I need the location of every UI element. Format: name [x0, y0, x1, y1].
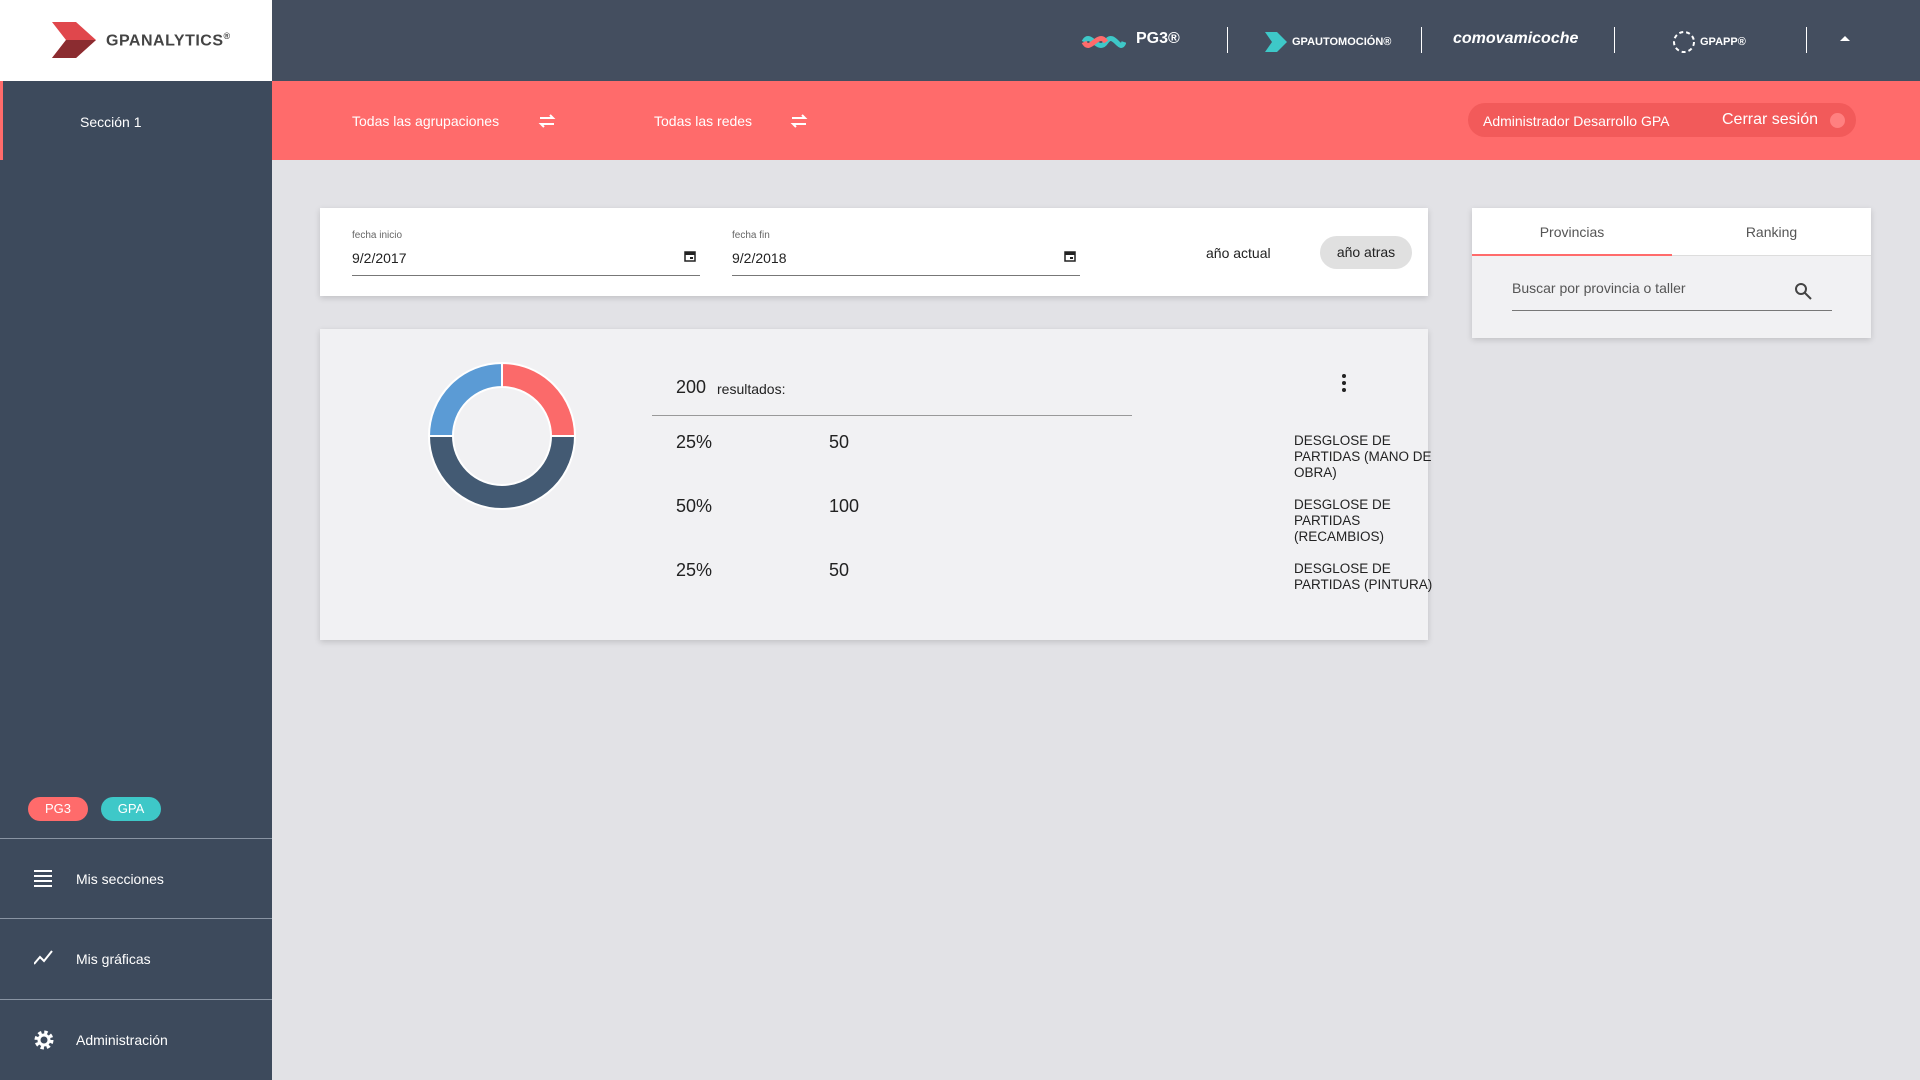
percent: 25% — [676, 560, 713, 580]
tab[interactable]: Ranking — [1745, 224, 1798, 240]
current-year-button[interactable]: año actual — [1206, 245, 1271, 261]
brand-icon — [1673, 31, 1695, 53]
brand[interactable]: GPAUTOMOCIÓN® — [1292, 36, 1392, 48]
total-label: resultados: — [717, 381, 786, 397]
calendar-icon[interactable] — [1064, 250, 1076, 262]
percent: 50% — [676, 496, 713, 516]
donut-chart — [427, 361, 577, 510]
tabs — [1472, 208, 1871, 256]
count: 50 — [829, 560, 850, 580]
swap-icon[interactable] — [789, 111, 809, 131]
top-bar: PG3® GPAUTOMOCIÓN® comovamicoche GPAPP® — [272, 0, 1920, 81]
count: 50 — [829, 432, 850, 452]
menu-label: Administración — [76, 1032, 168, 1048]
date-field[interactable]: fecha fin 9/2/2018 — [732, 222, 1080, 276]
search-field[interactable]: Buscar por provincia o taller — [1512, 276, 1832, 311]
search-icon[interactable] — [1794, 282, 1812, 300]
separator — [1227, 27, 1228, 53]
user-name: Administrador Desarrollo GPA — [1483, 113, 1670, 129]
category: DESGLOSE DE PARTIDAS (RECAMBIOS) — [1294, 497, 1391, 544]
count: 100 — [829, 496, 860, 516]
chart-icon — [34, 950, 53, 965]
brand[interactable]: PG3® — [1136, 30, 1180, 47]
category: DESGLOSE DE PARTIDAS (PINTURA) — [1294, 561, 1433, 592]
field-label: fecha fin — [732, 230, 770, 241]
category: DESGLOSE DE PARTIDAS (MANO DE OBRA) — [1294, 433, 1432, 480]
close-icon[interactable] — [1830, 113, 1845, 128]
logout[interactable]: Cerrar sesión — [1722, 111, 1819, 128]
tab[interactable]: Provincias — [1472, 208, 1672, 256]
menu-item[interactable]: Administración — [0, 999, 272, 1079]
menu-label: Mis secciones — [76, 871, 164, 887]
date-field[interactable]: fecha inicio 9/2/2017 — [352, 222, 700, 276]
donut-segment — [427, 361, 503, 437]
separator — [1614, 27, 1615, 53]
logo-box: GPANALYTICS® — [0, 0, 272, 81]
percent: 25% — [676, 432, 713, 452]
brand[interactable]: comovamicoche — [1453, 30, 1579, 47]
tag[interactable]: PG3 — [28, 797, 88, 821]
brand[interactable]: GPAPP® — [1700, 36, 1746, 48]
menu-label: Mis gráficas — [76, 951, 151, 967]
donut-segment — [427, 435, 577, 510]
more-menu[interactable] — [1340, 373, 1348, 393]
user-pill: Administrador Desarrollo GPA Cerrar sesi… — [1468, 103, 1856, 137]
separator — [1421, 27, 1422, 53]
logo-text: GPANALYTICS® — [106, 31, 231, 50]
date-card: fecha inicio 9/2/2017 fecha fin 9/2/2018… — [320, 208, 1428, 296]
swap-icon[interactable] — [537, 111, 557, 131]
section-link[interactable]: Sección 1 — [80, 114, 142, 130]
divider — [652, 415, 1132, 416]
field-value: 9/2/2018 — [732, 250, 787, 266]
previous-year-button[interactable]: año atras — [1320, 236, 1412, 269]
menu-item[interactable]: Mis gráficas — [0, 918, 272, 998]
separator — [1806, 27, 1807, 53]
brand-icon — [1265, 32, 1287, 52]
donut-segment — [501, 361, 577, 437]
mark: ® — [223, 31, 231, 41]
brand-icon — [1081, 36, 1126, 48]
groupings[interactable]: Todas las agrupaciones — [352, 113, 500, 129]
results-card: 200 resultados: 25% 50 DESGLOSE DE PARTIDA… — [320, 329, 1432, 640]
filter-bar: Todas las agrupaciones Todas las redes A… — [272, 81, 1920, 160]
field-label: fecha inicio — [352, 230, 403, 241]
active-indicator — [0, 81, 3, 160]
logo-icon — [52, 22, 96, 58]
menu-item[interactable]: Mis secciones — [0, 838, 272, 918]
list-icon — [34, 870, 52, 887]
calendar-icon[interactable] — [684, 250, 696, 262]
gear-icon — [34, 1030, 54, 1050]
sidebar: Sección 1 PG3 GPA Mis secciones Mis gráf… — [0, 0, 272, 1080]
field-value: 9/2/2017 — [352, 250, 407, 266]
side-panel: Provincias Ranking Buscar por provincia … — [1472, 208, 1871, 338]
collapse-arrow[interactable] — [1839, 34, 1851, 44]
networks[interactable]: Todas las redes — [654, 113, 753, 129]
total: 200 — [676, 377, 707, 397]
tag[interactable]: GPA — [101, 797, 161, 821]
brand: GPANALYTICS — [106, 32, 224, 50]
placeholder: Buscar por provincia o taller — [1512, 280, 1686, 296]
